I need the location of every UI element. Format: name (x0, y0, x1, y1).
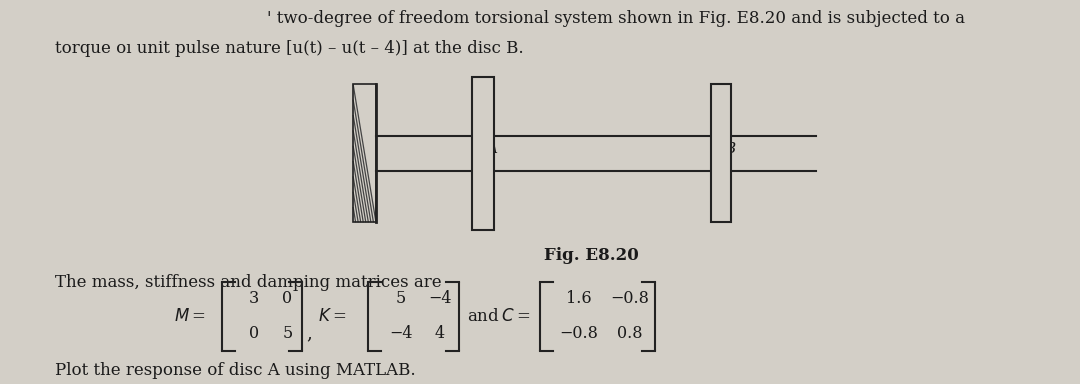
Text: 5: 5 (282, 325, 293, 342)
Text: 0.8: 0.8 (617, 325, 643, 342)
Text: The mass, stiffness and damping matrices are: The mass, stiffness and damping matrices… (55, 274, 442, 291)
Text: B: B (724, 142, 735, 156)
Text: $K$ =: $K$ = (319, 308, 347, 325)
Text: Plot the response of disc A using MATLAB.: Plot the response of disc A using MATLAB… (55, 362, 416, 379)
Text: −0.8: −0.8 (559, 325, 598, 342)
Text: ,: , (307, 324, 312, 343)
Bar (712, 84, 731, 222)
Text: 5: 5 (395, 290, 406, 308)
Text: 0: 0 (282, 290, 293, 308)
Text: 0: 0 (248, 325, 259, 342)
Text: $M$ =: $M$ = (174, 308, 206, 325)
Text: Fig. E8.20: Fig. E8.20 (544, 247, 639, 264)
Text: −0.8: −0.8 (610, 290, 649, 308)
Bar (353, 84, 376, 222)
Text: torque oı unit pulse nature [u(t) – u(t – 4)] at the disc B.: torque oı unit pulse nature [u(t) – u(t … (55, 40, 524, 57)
Text: −4: −4 (428, 290, 451, 308)
Text: and $C$ =: and $C$ = (467, 308, 530, 325)
Text: 1.6: 1.6 (566, 290, 592, 308)
Text: ' two-degree of freedom torsional system shown in Fig. E8.20 and is subjected to: ' two-degree of freedom torsional system… (267, 10, 964, 26)
Text: A: A (486, 142, 498, 156)
Text: −4: −4 (389, 325, 413, 342)
Bar (472, 77, 495, 230)
Text: 4: 4 (434, 325, 445, 342)
Text: 3: 3 (248, 290, 259, 308)
